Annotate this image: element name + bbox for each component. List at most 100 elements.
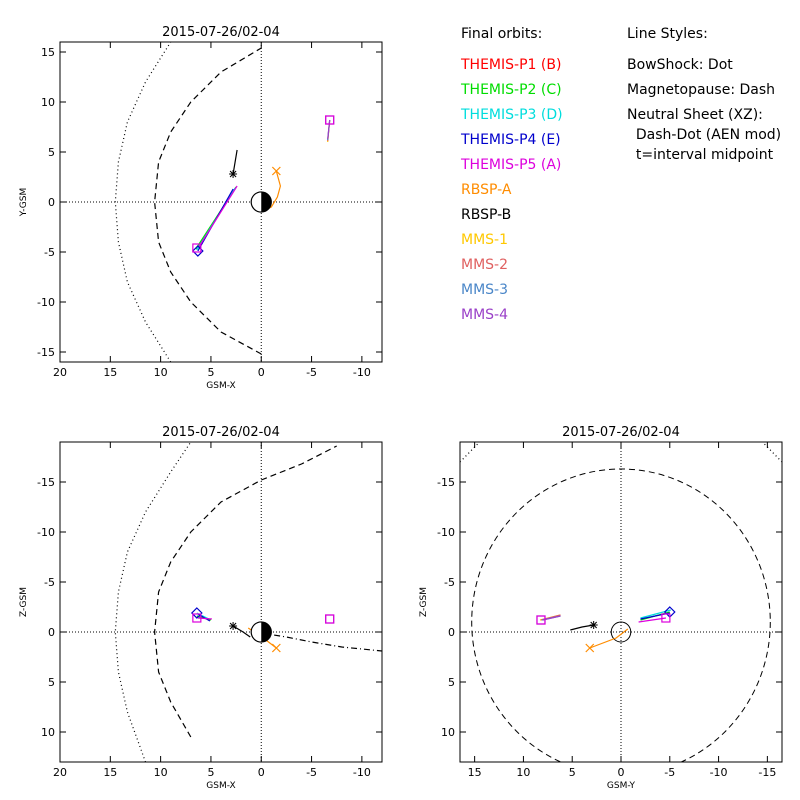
y-tick-label: 10 <box>41 726 55 739</box>
x-tick-label: 0 <box>258 366 265 379</box>
yz-plane-plot: 2015-07-26/02-04 GSM-Y Z-GSM 15 10 5 0 -5 -10 -15… <box>419 425 783 791</box>
x-tick-label: 5 <box>207 766 214 779</box>
legend-entry: THEMIS-P3 (D) <box>461 107 563 123</box>
line-style-text: Magnetopause: Dash <box>627 82 776 98</box>
legend-entry: THEMIS-P5 (A) <box>461 157 562 173</box>
star-marker <box>590 621 598 629</box>
x-tick-label: -10 <box>710 766 728 779</box>
y-tick-label: -10 <box>37 526 55 539</box>
y-tick-label: -15 <box>37 476 55 489</box>
y-tick-label: -5 <box>44 246 55 259</box>
plot-frame <box>59 441 383 763</box>
line-style-text: BowShock: Dot <box>627 57 733 73</box>
y-axis-label: Z-GSM <box>19 587 29 617</box>
plot-frame <box>59 41 383 363</box>
cross-marker <box>271 166 281 176</box>
earth-night-side <box>261 621 272 643</box>
square-marker <box>325 115 335 125</box>
plot-title: 2015-07-26/02-04 <box>562 425 680 440</box>
cross-marker <box>271 643 281 653</box>
neutral-sheet-curve <box>261 632 382 652</box>
y-tick-label: 0 <box>448 626 455 639</box>
earth-outline <box>610 621 632 643</box>
x-tick-label: 20 <box>53 366 67 379</box>
square-marker <box>536 615 546 625</box>
x-tick-label: 0 <box>618 766 625 779</box>
legend-entry: RBSP-B <box>461 207 512 223</box>
star-marker <box>229 622 237 630</box>
line-style-text: Neutral Sheet (XZ): <box>627 107 763 123</box>
x-axis-label: GSM-X <box>206 781 235 791</box>
x-tick-label: -10 <box>353 366 371 379</box>
y-tick-label: -5 <box>444 576 455 589</box>
x-tick-label: 10 <box>516 766 530 779</box>
xz-plane-plot: 2015-07-26/02-04 GSM-X Z-GSM 20 15 10 5 0 -5 -10 1… <box>19 425 383 791</box>
x-axis-label: GSM-X <box>206 381 235 391</box>
y-tick-label: -10 <box>37 296 55 309</box>
plot-title: 2015-07-26/02-04 <box>162 25 280 40</box>
x-tick-label: 0 <box>258 766 265 779</box>
x-tick-label: 10 <box>154 766 168 779</box>
rbsp-a-curve <box>589 628 629 649</box>
y-axis-label: Z-GSM <box>419 587 429 617</box>
y-tick-label: 10 <box>441 726 455 739</box>
square-marker <box>325 614 335 624</box>
magnetopause-curve <box>153 445 337 738</box>
x-tick-label: -5 <box>664 766 675 779</box>
bowshock-curve <box>114 42 172 362</box>
x-tick-label: 5 <box>207 366 214 379</box>
line-style-text: Dash-Dot (AEN mod) <box>627 127 782 143</box>
line-styles-title: Line Styles: <box>627 26 708 42</box>
plot-frame <box>459 441 783 763</box>
x-tick-label: 15 <box>103 366 117 379</box>
y-axis-label: Y-GSM <box>19 188 29 217</box>
mms-4-curve <box>327 119 331 140</box>
legend-entry: MMS-2 <box>461 257 509 273</box>
bowshock-lower-right-curve <box>762 442 782 463</box>
y-tick-label: 5 <box>48 676 55 689</box>
mms-4-curve <box>542 615 561 621</box>
rbsp-b-curve <box>570 624 594 631</box>
x-tick-label: -5 <box>306 366 317 379</box>
y-tick-label: 0 <box>48 626 55 639</box>
legend-entry: THEMIS-P2 (C) <box>461 82 562 98</box>
rbsp-b-curve <box>232 625 251 638</box>
plot-area <box>60 42 382 362</box>
rbsp-b-curve <box>232 149 238 175</box>
line-style-text: t=interval midpoint <box>627 147 774 163</box>
square-marker <box>325 614 335 624</box>
y-tick-label: -15 <box>437 476 455 489</box>
xy-plane-plot: 2015-07-26/02-04 GSM-X Y-GSM 20 15 10 5 0 -5 -10 -… <box>19 25 383 391</box>
earth-night-side <box>261 191 272 213</box>
square-marker <box>192 243 202 253</box>
y-tick-label: -10 <box>437 526 455 539</box>
y-tick-label: 0 <box>48 196 55 209</box>
legend-entry: MMS-1 <box>461 232 509 248</box>
legend-entry: THEMIS-P1 (B) <box>461 57 562 73</box>
x-tick-label: 15 <box>468 766 482 779</box>
legend-title: Final orbits: <box>461 26 543 42</box>
legend-entry: MMS-4 <box>461 307 509 323</box>
y-tick-label: 15 <box>41 46 55 59</box>
legend-entry: THEMIS-P4 (E) <box>461 132 561 148</box>
cross-marker <box>585 643 595 653</box>
y-tick-label: -15 <box>37 346 55 359</box>
x-tick-label: -15 <box>758 766 776 779</box>
y-tick-label: 5 <box>48 146 55 159</box>
legend-entry: MMS-3 <box>461 282 509 298</box>
plot-title: 2015-07-26/02-04 <box>162 425 280 440</box>
plot-area <box>60 442 382 762</box>
magnetopause-curve <box>153 47 262 355</box>
x-tick-label: 10 <box>154 366 168 379</box>
y-tick-label: -5 <box>44 576 55 589</box>
themis-p5-curve <box>198 185 238 248</box>
legend-entry: RBSP-A <box>461 182 512 198</box>
star-marker <box>229 170 237 178</box>
bowshock-lower-left-curve <box>460 442 480 463</box>
x-tick-label: 15 <box>103 766 117 779</box>
diamond-marker <box>191 607 203 619</box>
x-tick-label: -10 <box>353 766 371 779</box>
x-tick-label: -5 <box>306 766 317 779</box>
magnetopause <box>471 468 771 762</box>
